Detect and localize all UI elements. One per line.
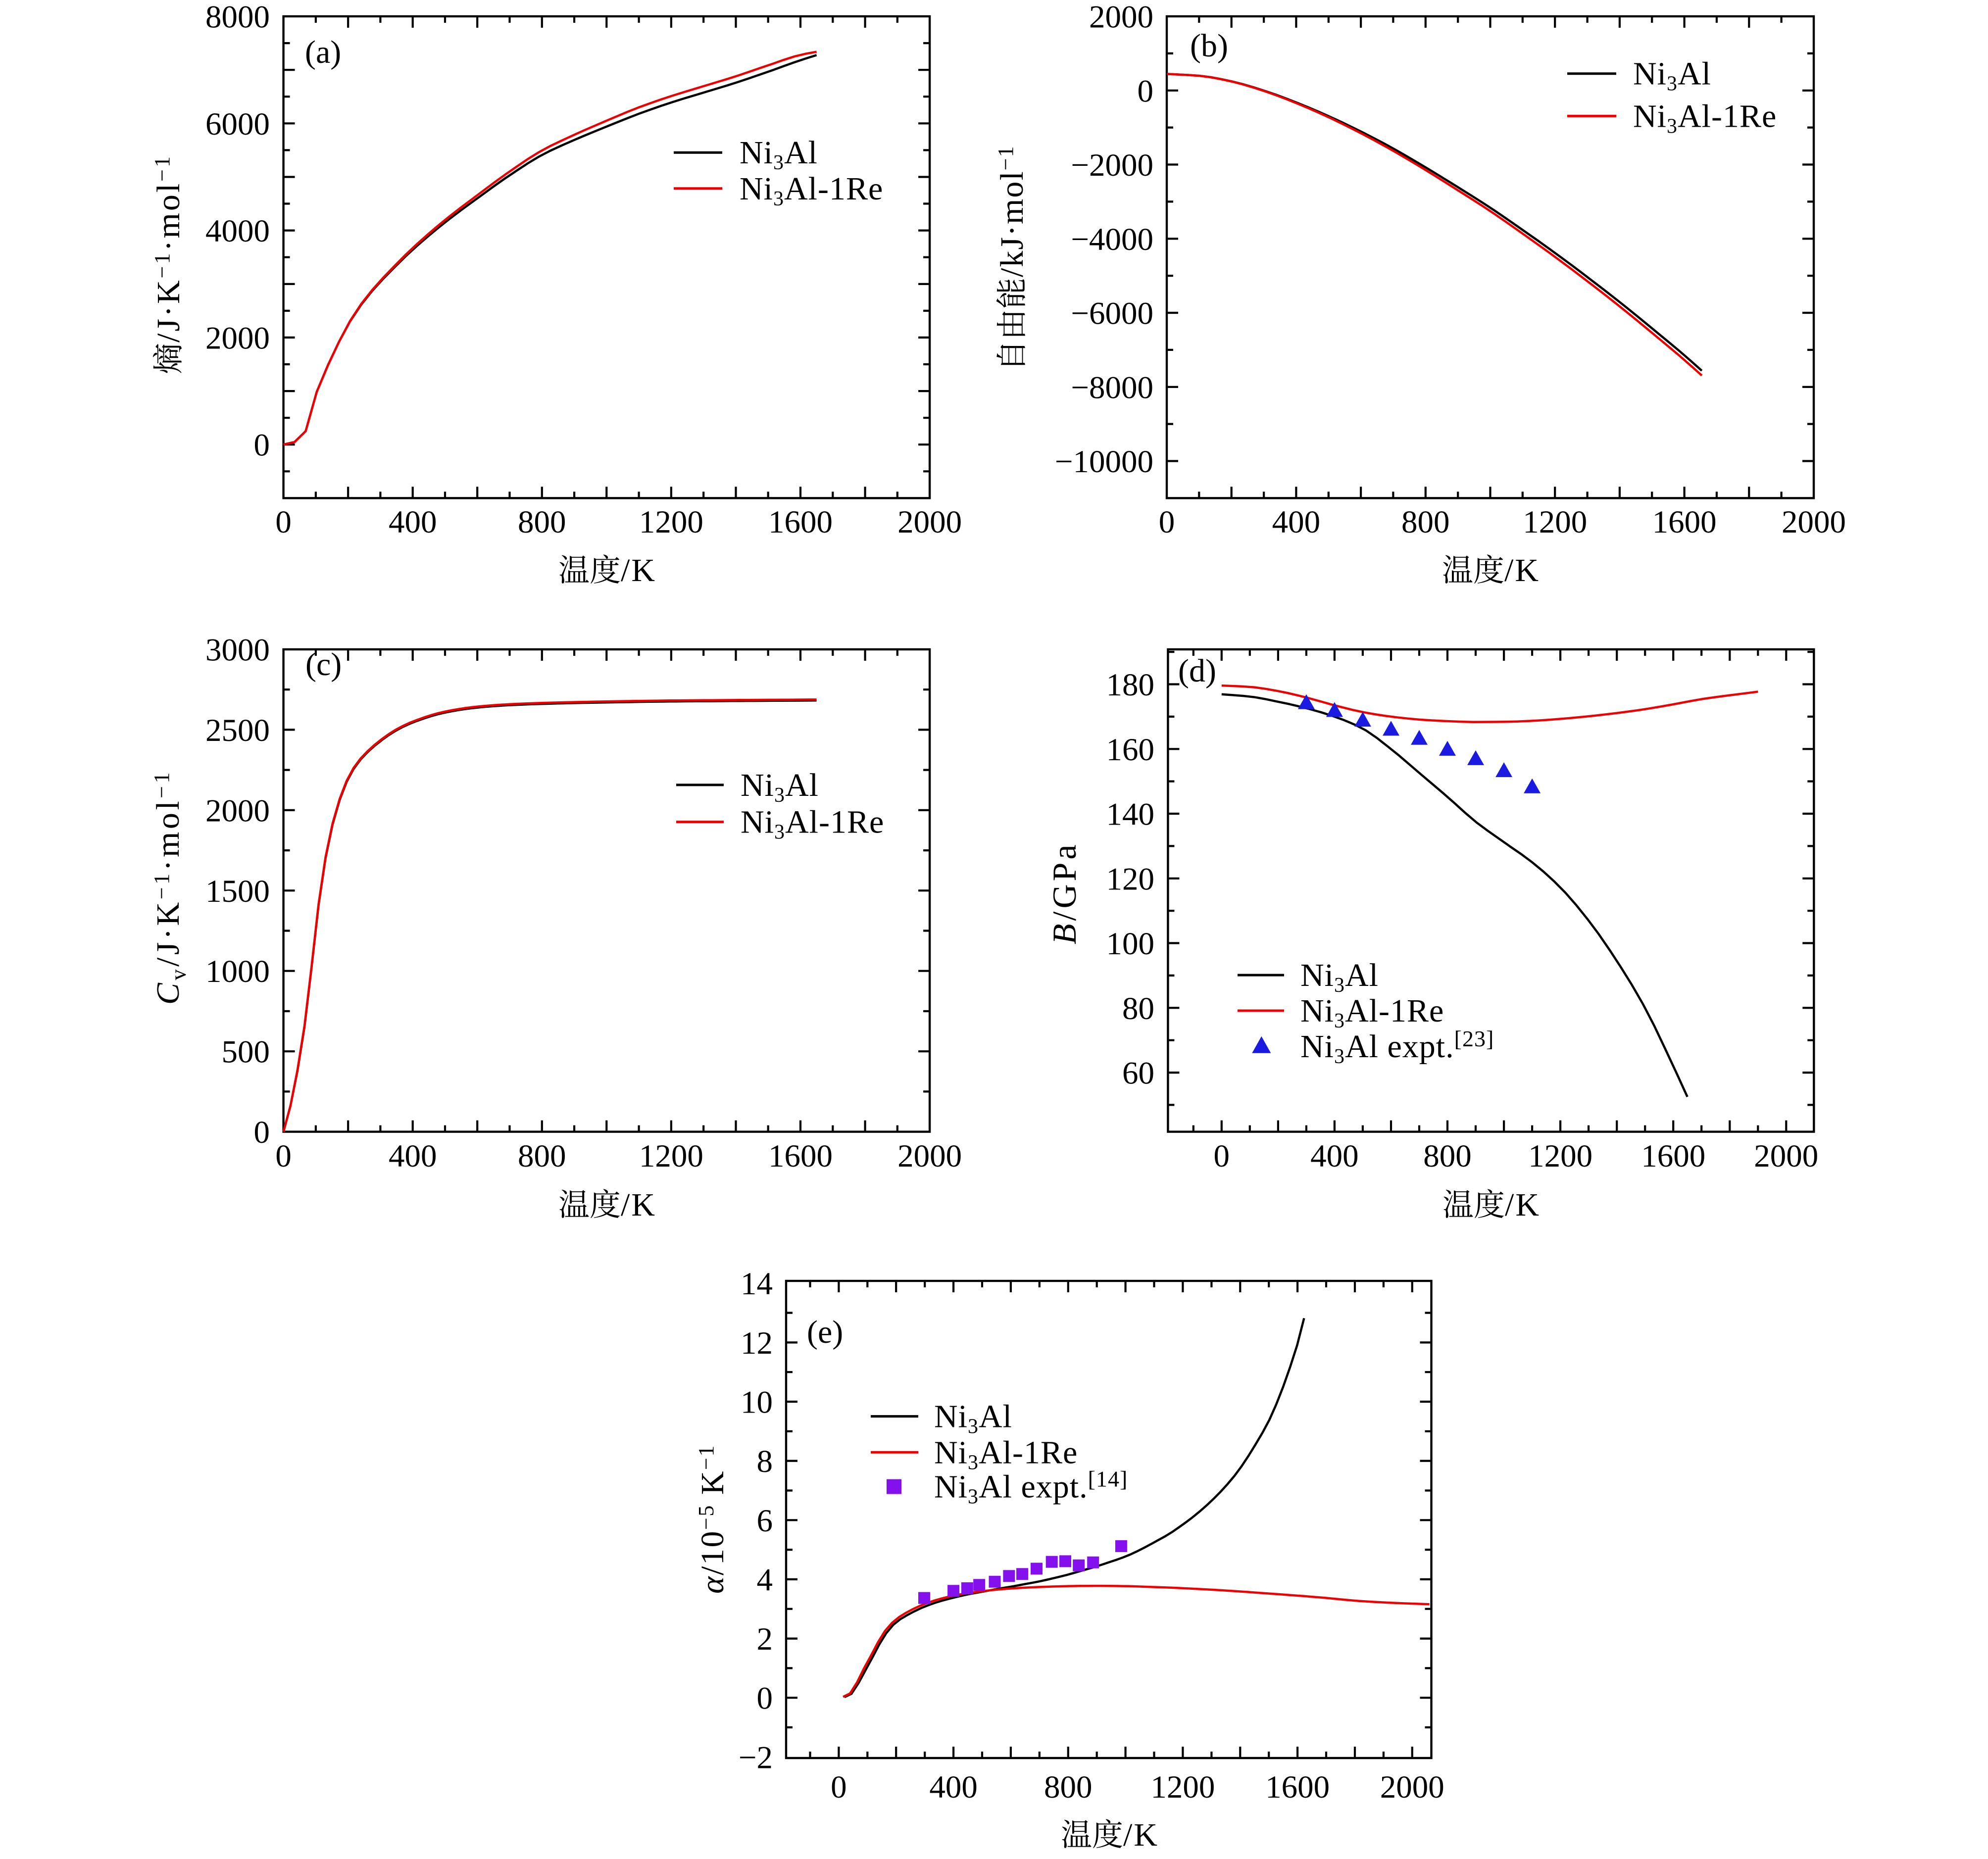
svg-text:Ni3Al: Ni3Al: [934, 1399, 1012, 1438]
svg-text:60: 60: [1122, 1056, 1154, 1091]
svg-text:(b): (b): [1190, 28, 1228, 64]
svg-text:Ni3Al-1Re: Ni3Al-1Re: [741, 804, 884, 844]
svg-text:Ni3Al-1Re: Ni3Al-1Re: [1633, 98, 1777, 138]
svg-text:6: 6: [757, 1503, 773, 1539]
svg-text:10: 10: [741, 1385, 773, 1420]
svg-text:/K: /K: [621, 1187, 656, 1223]
svg-text:0: 0: [1159, 504, 1175, 540]
svg-text:140: 140: [1106, 797, 1155, 832]
svg-text:2500: 2500: [205, 713, 270, 748]
svg-text:−6000: −6000: [1071, 296, 1153, 332]
svg-text:1000: 1000: [205, 954, 270, 989]
svg-text:−8000: −8000: [1071, 370, 1153, 405]
svg-text:2000: 2000: [1380, 1769, 1444, 1805]
svg-text:400: 400: [929, 1769, 978, 1805]
svg-text:2000: 2000: [1782, 504, 1846, 540]
svg-text:Ni3Al-1Re: Ni3Al-1Re: [934, 1434, 1078, 1474]
svg-text:−2000: −2000: [1071, 147, 1153, 183]
svg-text:2000: 2000: [897, 1138, 962, 1174]
svg-text:0: 0: [757, 1681, 773, 1716]
svg-text:0: 0: [1214, 1138, 1230, 1174]
svg-text:1200: 1200: [1523, 504, 1587, 540]
svg-text:1600: 1600: [768, 504, 833, 540]
svg-text:1200: 1200: [1150, 1769, 1215, 1805]
svg-text:100: 100: [1106, 926, 1155, 962]
svg-text:2000: 2000: [1089, 0, 1153, 35]
svg-text:/K: /K: [1123, 1817, 1159, 1853]
svg-text:4: 4: [757, 1562, 773, 1598]
svg-text:2000: 2000: [897, 504, 962, 540]
svg-text:1500: 1500: [205, 874, 270, 909]
svg-text:800: 800: [518, 1138, 566, 1174]
svg-text:400: 400: [389, 1138, 437, 1174]
svg-text:(d): (d): [1178, 653, 1216, 689]
svg-text:500: 500: [222, 1034, 270, 1070]
svg-text:800: 800: [1423, 1138, 1472, 1174]
svg-text:1200: 1200: [639, 1138, 703, 1174]
svg-text:−4000: −4000: [1071, 222, 1153, 257]
svg-text:(c): (c): [305, 646, 342, 683]
svg-text:2: 2: [757, 1621, 773, 1657]
svg-text:180: 180: [1106, 667, 1155, 703]
svg-text:160: 160: [1106, 732, 1155, 768]
svg-text:Ni3Al-1Re: Ni3Al-1Re: [740, 171, 883, 210]
svg-text:120: 120: [1106, 861, 1155, 897]
svg-text:80: 80: [1122, 991, 1154, 1027]
svg-text:12: 12: [741, 1325, 773, 1361]
svg-text:0: 0: [254, 1115, 270, 1150]
svg-text:14: 14: [741, 1266, 773, 1302]
svg-text:400: 400: [389, 504, 437, 540]
svg-text:/K: /K: [1505, 1187, 1541, 1223]
svg-text:0: 0: [275, 1138, 292, 1174]
svg-text:800: 800: [518, 504, 566, 540]
svg-text:Ni3Al expt.[23]: Ni3Al expt.[23]: [1300, 1026, 1494, 1068]
svg-text:/K: /K: [621, 552, 656, 588]
svg-text:8: 8: [757, 1444, 773, 1479]
svg-text:1200: 1200: [1528, 1138, 1592, 1174]
svg-text:−10000: −10000: [1055, 444, 1153, 480]
svg-text:(e): (e): [807, 1314, 843, 1350]
svg-text:Ni3Al expt.[14]: Ni3Al expt.[14]: [934, 1467, 1128, 1509]
svg-text:(a): (a): [305, 34, 341, 70]
svg-text:−2: −2: [739, 1740, 773, 1775]
svg-text:2000: 2000: [205, 320, 270, 356]
svg-text:1600: 1600: [768, 1138, 833, 1174]
svg-text:1200: 1200: [639, 504, 703, 540]
svg-text:2000: 2000: [1754, 1138, 1818, 1174]
svg-text:/K: /K: [1504, 552, 1540, 588]
svg-text:800: 800: [1044, 1769, 1093, 1805]
svg-text:3000: 3000: [205, 633, 270, 668]
svg-text:0: 0: [254, 428, 270, 463]
svg-text:400: 400: [1272, 504, 1321, 540]
svg-text:1600: 1600: [1652, 504, 1717, 540]
svg-text:400: 400: [1310, 1138, 1359, 1174]
svg-text:B/GPa: B/GPa: [1045, 841, 1083, 944]
svg-text:/J·K−1·mol−1: /J·K−1·mol−1: [150, 154, 187, 342]
svg-text:4000: 4000: [205, 213, 270, 249]
svg-text:8000: 8000: [205, 0, 270, 35]
svg-text:0: 0: [275, 504, 292, 540]
svg-text:0: 0: [1138, 73, 1154, 109]
svg-text:0: 0: [831, 1769, 847, 1805]
svg-text:Ni3Al-1Re: Ni3Al-1Re: [1300, 993, 1444, 1032]
svg-text:6000: 6000: [205, 106, 270, 142]
svg-text:1600: 1600: [1265, 1769, 1330, 1805]
svg-text:1600: 1600: [1641, 1138, 1705, 1174]
svg-text:800: 800: [1401, 504, 1450, 540]
svg-text:2000: 2000: [205, 793, 270, 829]
svg-text:Cv/J·K−1·mol−1: Cv/J·K−1·mol−1: [149, 770, 191, 1005]
